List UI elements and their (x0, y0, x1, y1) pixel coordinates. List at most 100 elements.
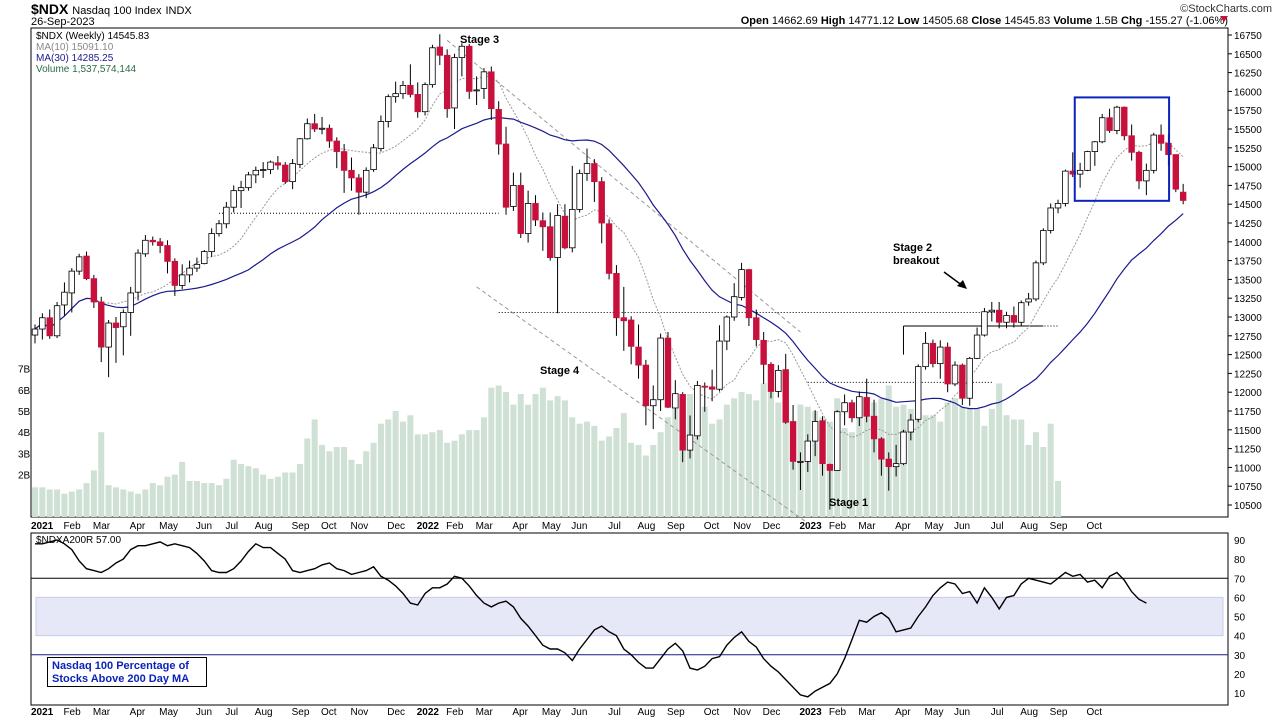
candle-body (1010, 315, 1018, 323)
candle (745, 268, 753, 327)
volume-bar (517, 394, 524, 517)
candle-body (569, 209, 576, 249)
candle-body (326, 127, 333, 142)
candle (922, 332, 929, 370)
volume-bar (68, 491, 75, 517)
price-axis: 10500 10750 11000 11250 11500 11750 12000 12250… (1228, 31, 1262, 512)
volume-bar (46, 489, 53, 517)
candle (1099, 113, 1106, 144)
candle (252, 166, 259, 184)
price-tick-label: 11000 (1234, 463, 1262, 474)
candle (789, 404, 797, 470)
volume-bar (238, 464, 245, 517)
candle (215, 219, 223, 237)
volume-bar (996, 383, 1003, 517)
volume-bar (54, 489, 61, 517)
candle (966, 356, 973, 406)
candle-body (1091, 141, 1099, 152)
candle (237, 180, 245, 208)
volume-bar (436, 430, 443, 517)
high-label: High (820, 15, 846, 27)
candle (870, 399, 878, 453)
month-tick-label: Jul (608, 521, 621, 532)
month-tick-label: Nov (350, 521, 368, 532)
stage-1-label: Stage 1 (829, 497, 868, 509)
candle-body (245, 174, 252, 189)
volume-bar (186, 480, 193, 517)
volume-bar (32, 487, 38, 517)
volume-bar (1003, 415, 1010, 517)
candle-body (75, 256, 83, 272)
price-tick-label: 14750 (1234, 181, 1262, 192)
volume-bar (164, 476, 171, 517)
candle-body (311, 123, 318, 130)
volume-bar (98, 432, 105, 517)
candle-body (922, 342, 929, 368)
candle-body (959, 364, 966, 399)
month-tick-label: 2023 (799, 521, 822, 532)
month-tick-label: Oct (1086, 707, 1102, 718)
candle-body (892, 463, 900, 468)
volume-bar (988, 408, 995, 517)
candle-body (532, 203, 539, 221)
volume-bar (525, 404, 532, 517)
candle (716, 325, 723, 392)
candle (517, 172, 524, 239)
candle-body (171, 260, 179, 286)
candle-body (31, 328, 39, 336)
candle-body (1179, 191, 1187, 201)
candle-body (760, 339, 767, 365)
candle-body (915, 366, 922, 420)
breadth-tick-label: 40 (1234, 632, 1246, 643)
breadth-tick-label: 10 (1234, 689, 1246, 700)
volume-bar (480, 417, 487, 517)
candle (362, 167, 370, 199)
change-value: -155.27 (-1.06%) (1145, 15, 1228, 27)
month-tick-label: Feb (829, 707, 847, 718)
month-tick-label: Jul (608, 707, 621, 718)
legend-breadth: $NDXA200R 57.00 (36, 535, 121, 546)
month-tick-label: Mar (93, 707, 111, 718)
candle-body (1121, 106, 1128, 137)
volume-bar (444, 442, 451, 517)
volume-bar (532, 394, 539, 517)
candle-body (716, 340, 723, 390)
ohlc-readout: Open 14662.69 High 14771.12 Low 14505.68… (741, 15, 1228, 27)
volume-bar (179, 461, 186, 517)
candle-body (885, 458, 892, 468)
price-panel-frame (30, 27, 1229, 518)
candle (223, 201, 230, 229)
candle (480, 68, 488, 99)
stage-4-label: Stage 4 (540, 365, 580, 377)
month-tick-label: 2021 (31, 521, 54, 532)
candle-body (642, 364, 650, 407)
candle (951, 361, 959, 387)
candle (340, 144, 348, 193)
candle-body (466, 45, 473, 92)
candle-body (937, 346, 944, 365)
candle-body (502, 143, 510, 208)
candle (892, 444, 900, 477)
brand-watermark: ©StockCharts.com (1180, 3, 1272, 15)
candle (289, 159, 296, 190)
candle (355, 174, 363, 215)
month-tick-label: Apr (895, 521, 911, 532)
volume-bar (326, 451, 333, 517)
volume-bar (591, 425, 598, 517)
candle (1121, 106, 1128, 141)
volume-bar (731, 398, 738, 517)
month-tick-label: Aug (255, 707, 273, 718)
candle (863, 378, 870, 423)
candle-body (252, 169, 259, 176)
volume-bar (208, 483, 215, 517)
candle-body (1135, 151, 1143, 182)
candle-body (627, 319, 635, 347)
candle-body (1032, 262, 1040, 300)
candle-body (421, 84, 429, 113)
month-tick-label: Apr (130, 707, 146, 718)
price-tick-label: 16250 (1234, 69, 1262, 80)
candle (83, 251, 90, 281)
candle-body (215, 223, 223, 234)
legend-ma30: MA(30) 14285.25 (36, 53, 114, 64)
candle (473, 76, 480, 105)
